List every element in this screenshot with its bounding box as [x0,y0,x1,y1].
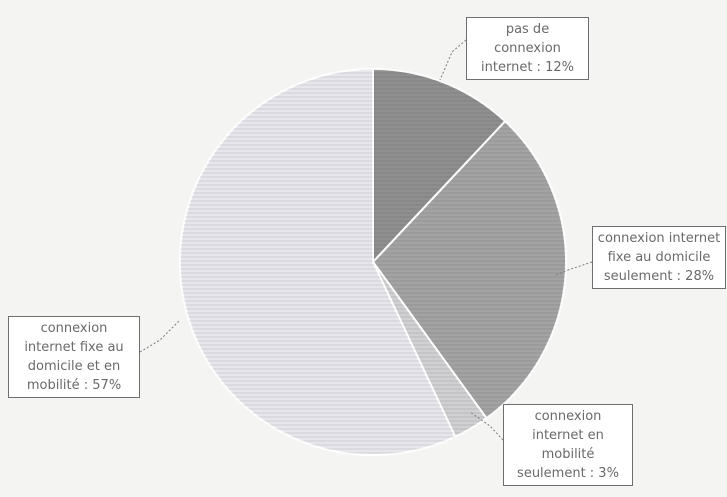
slice-fixed-home-only-texture [373,121,566,419]
slice-fixed-home-and-mobile-texture [179,69,456,455]
slice-no-connection-texture [373,69,506,262]
slice-label-fixed-home-and-mobile: connexion internet fixe au domicile et e… [8,316,140,398]
slice-mobile-only-texture [373,262,487,437]
slice-label-mobile-only: connexion internet en mobilité seulement… [503,404,633,486]
leader-fixed-home-and-mobile [139,319,181,353]
slice-label-no-connection: pas de connexion internet : 12% [466,17,589,80]
leader-no-connection [439,39,467,81]
leader-fixed-home-only [555,261,593,276]
slice-label-fixed-home-only: connexion internet fixe au domicile seul… [592,226,726,289]
